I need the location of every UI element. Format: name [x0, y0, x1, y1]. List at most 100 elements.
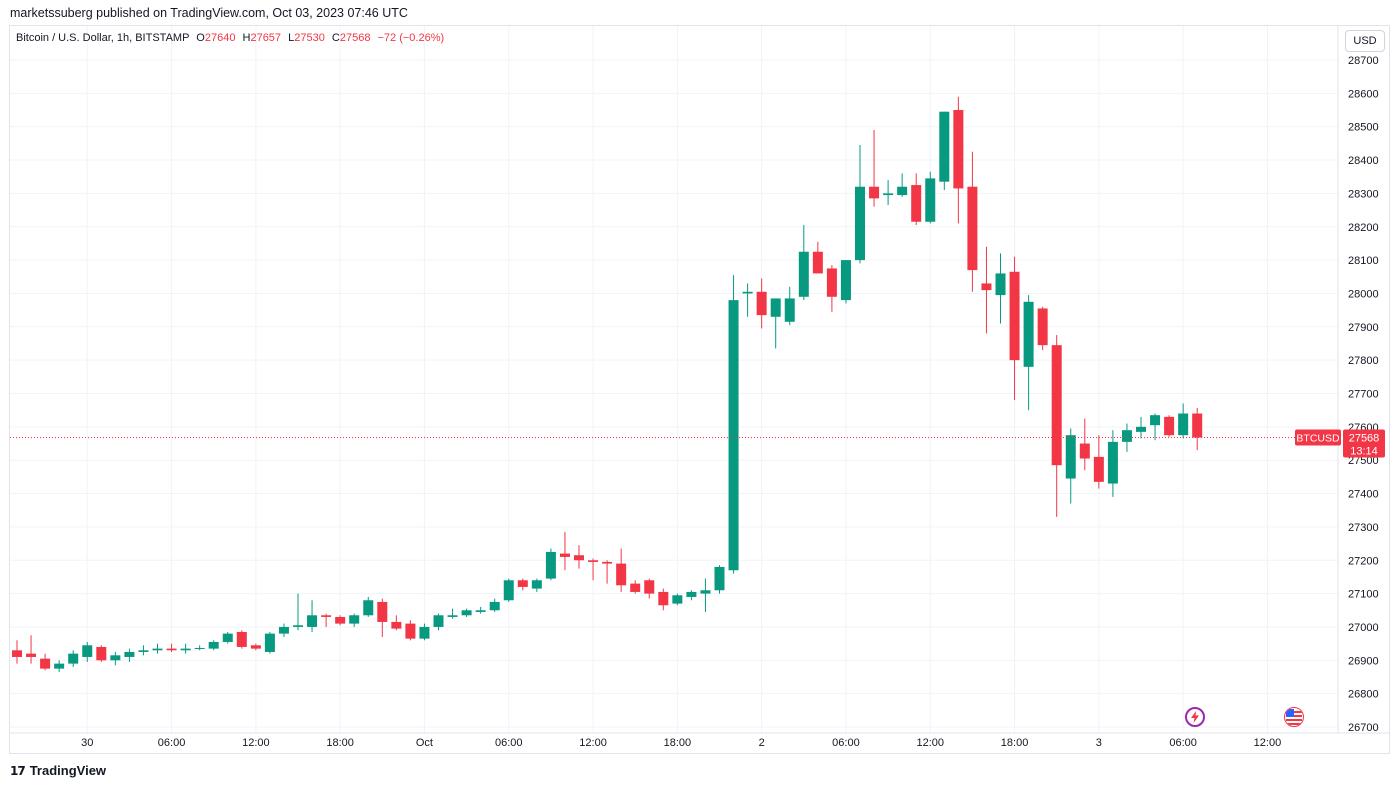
y-tick-label: 28700	[1348, 55, 1379, 67]
x-tick-label: 12:00	[579, 737, 607, 749]
candle-body	[461, 610, 472, 616]
candle-body	[363, 600, 374, 616]
x-tick-label: 3	[1096, 737, 1102, 749]
candle-body	[995, 273, 1006, 296]
high-value: 27657	[250, 32, 282, 44]
candle-body	[700, 590, 711, 594]
candle-body	[1093, 456, 1104, 482]
x-tick-label: 18:00	[664, 737, 692, 749]
candle-body	[391, 621, 402, 629]
candle-body	[54, 663, 65, 669]
tradingview-logo: 17 TradingView	[10, 763, 106, 778]
x-tick-label: 06:00	[158, 737, 186, 749]
candle-body	[236, 631, 247, 647]
candle-body	[981, 283, 992, 291]
last-price-tag	[1343, 429, 1385, 458]
y-tick-label: 28100	[1348, 255, 1379, 267]
y-tick-label: 27500	[1348, 455, 1379, 467]
candle-body	[574, 555, 584, 561]
candle-body	[798, 251, 809, 297]
candle-body	[12, 650, 22, 657]
x-tick-label: 2	[759, 737, 765, 749]
candle-body	[1009, 271, 1020, 361]
y-tick-label: 27900	[1348, 322, 1379, 334]
candle-body	[68, 653, 79, 664]
low-value: 27530	[294, 32, 325, 44]
candle-body	[756, 291, 767, 316]
y-tick-label: 28400	[1348, 155, 1379, 167]
candle-body	[222, 633, 233, 642]
candle-body	[110, 655, 121, 661]
symbol-tag-label: BTCUSD	[1296, 433, 1340, 445]
candle-body	[672, 595, 683, 604]
candle-body	[1136, 426, 1146, 432]
close-value: 27568	[339, 32, 371, 44]
candle-body	[278, 626, 289, 634]
candle-body	[377, 601, 388, 622]
y-tick-label: 26900	[1348, 655, 1379, 667]
us-flag-icon[interactable]	[1284, 707, 1304, 727]
candle-body	[1150, 415, 1161, 426]
y-tick-label: 28500	[1348, 122, 1379, 134]
x-tick-label: 12:00	[916, 737, 944, 749]
candle-body	[1065, 435, 1076, 479]
footer-brand: TradingView	[29, 763, 107, 778]
open-value: 27640	[204, 32, 236, 44]
candle-body	[883, 193, 894, 196]
low-label: L	[288, 32, 295, 44]
x-tick-label: 06:00	[495, 737, 523, 749]
candle-body	[405, 623, 416, 639]
chart-frame[interactable]	[9, 25, 1390, 754]
x-tick-label: 12:00	[1254, 737, 1282, 749]
x-tick-label: 30	[81, 737, 93, 749]
y-tick-label: 27400	[1348, 489, 1379, 501]
candle-body	[967, 186, 978, 271]
candle-body	[419, 626, 430, 639]
symbol-title: Bitcoin / U.S. Dollar, 1h, BITSTAMP	[16, 32, 190, 44]
candle-body	[517, 580, 528, 587]
candle-body	[1051, 345, 1062, 466]
candle-body	[82, 645, 93, 657]
currency-button[interactable]: USD	[1345, 30, 1385, 52]
candle-body	[264, 633, 275, 652]
candle-body	[96, 646, 107, 661]
y-tick-label: 28200	[1348, 222, 1379, 234]
candle-body	[855, 186, 865, 261]
high-label: H	[242, 32, 251, 44]
candle-body	[349, 615, 360, 624]
candle-body	[742, 291, 753, 294]
last-price-label: 27568	[1349, 433, 1380, 445]
candle-body	[1121, 430, 1132, 442]
close-label: C	[331, 32, 340, 44]
candle-body	[138, 650, 149, 652]
change-value: −72 (−0.26%)	[377, 32, 445, 44]
candle-body	[812, 251, 823, 274]
candle-body	[1023, 301, 1034, 367]
x-tick-label: 06:00	[1169, 737, 1197, 749]
candle-body	[293, 625, 303, 627]
candle-body	[545, 551, 556, 579]
candle-body	[250, 645, 261, 649]
candle-body	[953, 110, 964, 189]
y-tick-label: 27200	[1348, 555, 1379, 567]
y-tick-label: 27700	[1348, 389, 1379, 401]
candle-body	[630, 583, 641, 592]
candle-body	[588, 560, 599, 562]
candle-body	[602, 561, 613, 564]
candle-body	[644, 580, 655, 594]
lightning-icon[interactable]	[1185, 707, 1205, 727]
candle-body	[40, 658, 51, 669]
candle-body	[897, 186, 908, 196]
candle-body	[194, 647, 205, 649]
candle-body	[616, 563, 627, 586]
candle-body	[531, 580, 542, 589]
candle-body	[489, 601, 500, 611]
y-tick-label: 28600	[1348, 88, 1379, 100]
candle-body	[686, 591, 697, 597]
candle-body	[911, 185, 922, 222]
y-tick-label: 27800	[1348, 355, 1379, 367]
candle-body	[208, 641, 219, 649]
candle-body	[152, 648, 163, 651]
x-tick-label: 18:00	[326, 737, 354, 749]
